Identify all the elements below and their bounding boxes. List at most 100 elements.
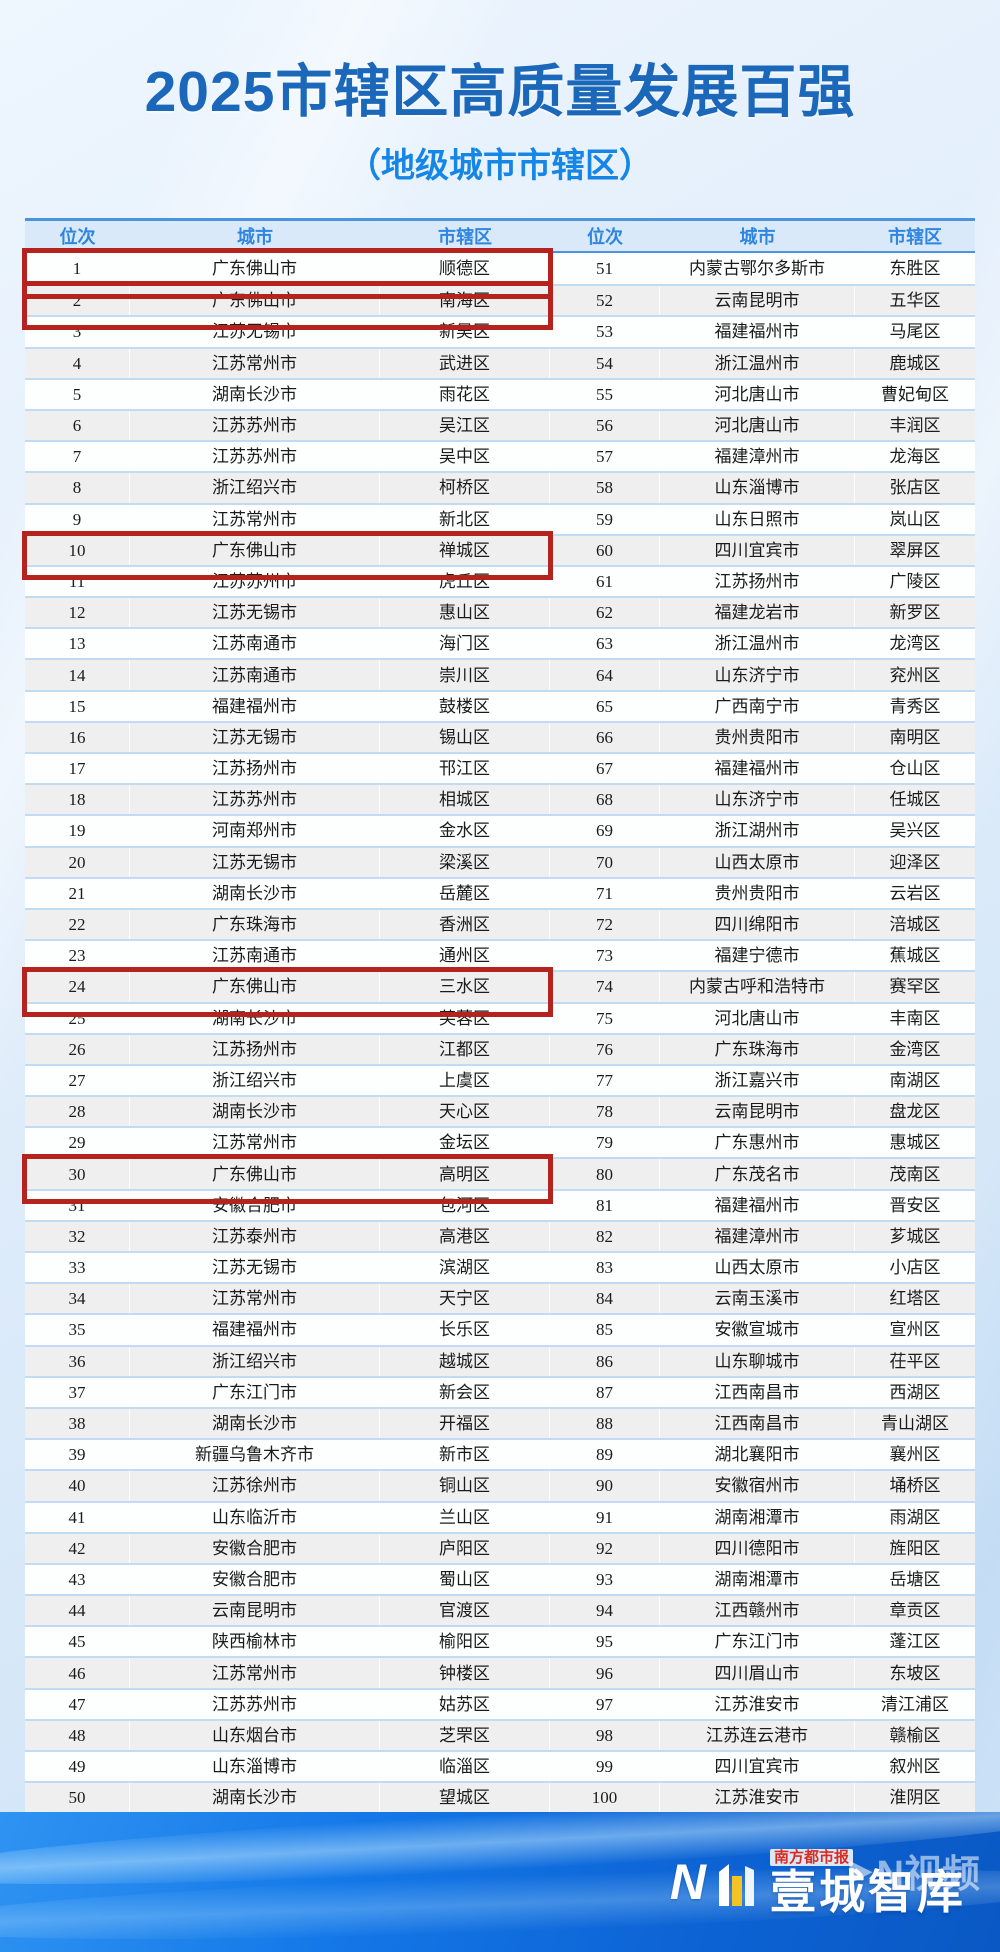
- district-cell: 蕉城区: [889, 946, 941, 966]
- city-cell: 山东烟台市: [130, 1720, 380, 1750]
- table-row: 9 江苏常州市 新北区 59 山东日照市 岚山区: [25, 502, 975, 534]
- district-cell: 高港区: [380, 1221, 550, 1251]
- district-cell: 东胜区: [889, 259, 941, 279]
- city-cell: 湖南湘潭市: [660, 1502, 855, 1532]
- table-row-highlighted: 30 广东佛山市 高明区 80 广东茂名市 茂南区: [22, 1154, 975, 1204]
- city-cell: 江西南昌市: [660, 1408, 855, 1439]
- district-cell: 海门区: [380, 629, 550, 659]
- table-row: 34 江苏常州市 天宁区 84 云南玉溪市 红塔区: [25, 1282, 975, 1314]
- city-cell: 江苏无锡市: [130, 847, 380, 877]
- table-row: 44 云南昆明市 官渡区 94 江西赣州市 章贡区: [25, 1594, 975, 1626]
- ranking-table: 位次 城市 市辖区 位次 城市 市辖区 1 广东佛山市 顺德区 51 内蒙古鄂尔多斯市 东胜区 2 广东…: [22, 218, 975, 1813]
- table-row: 38 湖南长沙市 开福区 88 江西南昌市 青山湖区: [25, 1406, 975, 1439]
- table-row: 12 江苏无锡市 惠山区 62 福建龙岩市 新罗区: [25, 596, 975, 628]
- rank-cell: 22: [25, 909, 130, 940]
- district-cell: 新北区: [380, 504, 550, 534]
- rank-cell: 69: [550, 816, 660, 846]
- table-body: 1 广东佛山市 顺德区 51 内蒙古鄂尔多斯市 东胜区 2 广东佛山市 南海区 52 云南昆明市 五华…: [22, 247, 975, 1813]
- rank-cell: 84: [550, 1284, 660, 1314]
- city-cell: 山西太原市: [660, 1253, 855, 1283]
- column-header: 市辖区: [438, 227, 492, 247]
- district-cell: 吴兴区: [889, 821, 941, 841]
- city-cell: 江西赣州市: [660, 1596, 855, 1626]
- brand-text-block: 南方都市报 壹城智库: [770, 1849, 966, 1915]
- district-cell: 埇桥区: [889, 1476, 941, 1496]
- table-row: 25 湖南长沙市 芙蓉区 75 河北唐山市 丰南区: [25, 1001, 975, 1033]
- rank-cell: 71: [550, 878, 660, 908]
- rank-cell: 47: [25, 1689, 130, 1719]
- table-row: 48 山东烟台市 芝罘区 98 江苏连云港市 赣榆区: [25, 1718, 975, 1750]
- district-cell: 吴中区: [380, 442, 550, 472]
- rank-cell: 14: [25, 660, 130, 690]
- district-cell: 禅城区: [380, 535, 550, 565]
- district-cell: 云岩区: [889, 883, 941, 903]
- district-cell: 南海区: [380, 286, 550, 316]
- table-row: 43 安徽合肥市 蜀山区 93 湖南湘潭市 岳塘区: [25, 1562, 975, 1595]
- city-cell: 湖南长沙市: [130, 1003, 380, 1033]
- rank-cell: 87: [550, 1377, 660, 1407]
- city-cell: 四川宜宾市: [660, 1752, 855, 1782]
- district-cell: 丰润区: [889, 416, 941, 436]
- table-row: 31 安徽合肥市 包河区 81 福建福州市 晋安区: [25, 1188, 975, 1220]
- district-cell: 惠城区: [889, 1133, 941, 1153]
- district-cell: 邗江区: [380, 754, 550, 784]
- district-cell: 任城区: [889, 790, 941, 810]
- rank-cell: 18: [25, 785, 130, 815]
- brand-name-large: 壹城智库: [770, 1866, 966, 1918]
- rank-cell: 30: [25, 1159, 130, 1189]
- district-cell: 榆阳区: [380, 1627, 550, 1657]
- rank-cell: 1: [25, 253, 130, 285]
- city-cell: 浙江嘉兴市: [660, 1065, 855, 1096]
- district-cell: 广陵区: [889, 571, 941, 591]
- rank-cell: 31: [25, 1190, 130, 1220]
- city-cell: 河南郑州市: [130, 816, 380, 846]
- district-cell: 庐阳区: [380, 1533, 550, 1563]
- city-cell: 江苏常州市: [130, 1658, 380, 1688]
- table-row: 14 江苏南通市 崇川区 64 山东济宁市 兖州区: [25, 658, 975, 690]
- rank-cell: 26: [25, 1034, 130, 1064]
- city-cell: 山东聊城市: [660, 1346, 855, 1376]
- rank-cell: 28: [25, 1097, 130, 1127]
- city-cell: 山东淄博市: [130, 1752, 380, 1782]
- city-cell: 湖北襄阳市: [660, 1440, 855, 1470]
- rank-cell: 68: [550, 785, 660, 815]
- rank-cell: 63: [550, 629, 660, 659]
- district-cell: 新吴区: [380, 317, 550, 347]
- city-cell: 江苏常州市: [130, 504, 380, 534]
- district-cell: 淮阴区: [889, 1788, 941, 1808]
- table-row: 18 江苏苏州市 相城区 68 山东济宁市 任城区: [25, 783, 975, 815]
- district-cell: 红塔区: [889, 1289, 941, 1309]
- district-cell: 南湖区: [889, 1070, 941, 1090]
- city-cell: 福建福州市: [660, 1190, 855, 1220]
- city-cell: 江苏苏州市: [130, 442, 380, 472]
- city-cell: 安徽合肥市: [130, 1564, 380, 1595]
- city-cell: 福建宁德市: [660, 941, 855, 971]
- district-cell: 临淄区: [380, 1752, 550, 1782]
- city-cell: 江苏常州市: [130, 348, 380, 378]
- city-cell: 江苏扬州市: [130, 1034, 380, 1064]
- district-cell: 兰山区: [380, 1502, 550, 1532]
- city-cell: 江苏连云港市: [660, 1720, 855, 1750]
- city-cell: 江苏淮安市: [660, 1783, 855, 1813]
- rank-cell: 49: [25, 1752, 130, 1782]
- table-row: 41 山东临沂市 兰山区 91 湖南湘潭市 雨湖区: [25, 1500, 975, 1532]
- table-row: 26 江苏扬州市 江都区 76 广东珠海市 金湾区: [25, 1032, 975, 1064]
- table-row: 50 湖南长沙市 望城区 100 江苏淮安市 淮阴区: [25, 1781, 975, 1813]
- district-cell: 高明区: [380, 1159, 550, 1189]
- rank-cell: 9: [25, 504, 130, 534]
- district-cell: 旌阳区: [889, 1538, 941, 1558]
- district-cell: 雨花区: [380, 379, 550, 409]
- district-cell: 相城区: [380, 785, 550, 815]
- table-row-highlighted: 2 广东佛山市 南海区 52 云南昆明市 五华区: [22, 281, 975, 331]
- district-cell: 鹿城区: [889, 353, 941, 373]
- rank-cell: 8: [25, 473, 130, 503]
- district-cell: 兖州区: [889, 665, 941, 685]
- district-cell: 虎丘区: [380, 566, 550, 597]
- district-cell: 包河区: [380, 1190, 550, 1220]
- rank-cell: 80: [550, 1159, 660, 1189]
- district-cell: 晋安区: [889, 1195, 941, 1215]
- district-cell: 芗城区: [889, 1226, 941, 1246]
- table-row: 20 江苏无锡市 梁溪区 70 山西太原市 迎泽区: [25, 845, 975, 877]
- rank-cell: 5: [25, 379, 130, 409]
- district-cell: 青山湖区: [881, 1414, 949, 1434]
